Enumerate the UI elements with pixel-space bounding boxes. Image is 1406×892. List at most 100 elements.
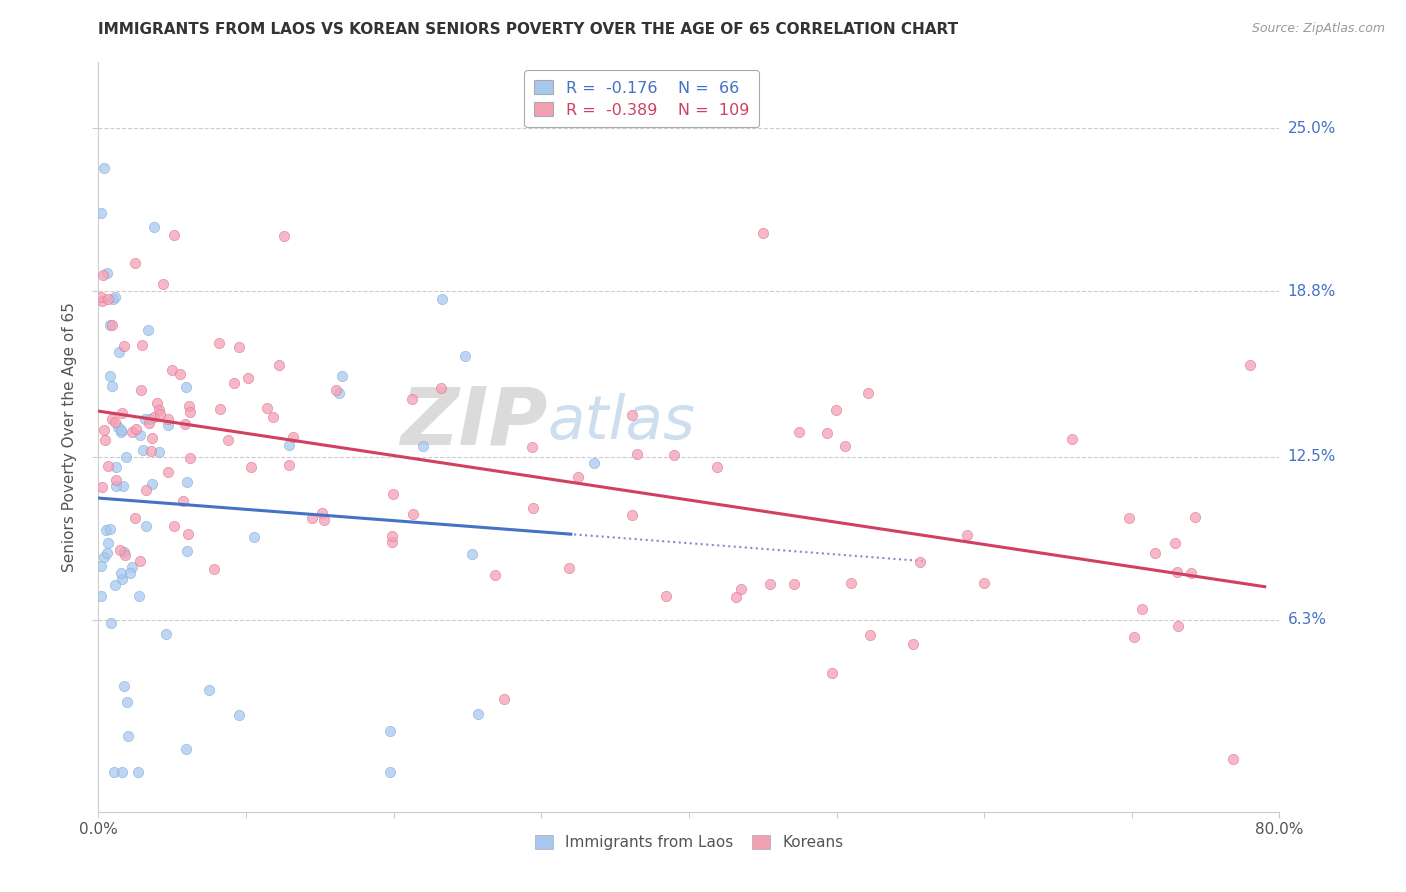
Point [815, 426, 838, 441]
Point [256, 401, 278, 415]
Point [1166, 566, 1188, 580]
Point [402, 507, 425, 521]
Point [104, 460, 127, 475]
Point [706, 460, 728, 475]
Point [1118, 511, 1140, 525]
Point [112, 679, 135, 693]
Point [724, 590, 747, 604]
Point [277, 437, 299, 451]
Point [236, 371, 259, 385]
Point [108, 344, 131, 359]
Point [859, 627, 882, 641]
Point [90, 290, 112, 304]
Point [169, 368, 191, 382]
Point [138, 411, 160, 425]
Point [156, 417, 179, 432]
Point [1184, 510, 1206, 524]
Point [94, 524, 117, 538]
Point [121, 425, 143, 440]
Point [460, 547, 482, 561]
Point [107, 419, 129, 434]
Point [90, 294, 112, 309]
Point [177, 399, 200, 413]
Point [467, 707, 489, 722]
Point [328, 385, 350, 400]
Y-axis label: Seniors Poverty Over the Age of 65: Seniors Poverty Over the Age of 65 [62, 302, 77, 572]
Point [101, 318, 124, 333]
Point [484, 568, 506, 582]
Point [1167, 619, 1189, 633]
Point [90, 559, 112, 574]
Point [522, 440, 544, 454]
Point [834, 439, 856, 453]
Point [179, 451, 201, 466]
Point [112, 479, 135, 493]
Point [380, 765, 402, 780]
Point [208, 402, 231, 417]
Point [90, 206, 112, 220]
Point [97, 292, 120, 306]
Point [93, 423, 115, 437]
Point [132, 443, 155, 458]
Point [110, 425, 132, 439]
Text: 6.3%: 6.3% [1288, 612, 1327, 627]
Point [104, 415, 127, 429]
Point [112, 339, 135, 353]
Point [96, 546, 118, 560]
Point [198, 682, 221, 697]
Point [110, 566, 132, 580]
Point [626, 447, 648, 461]
Point [91, 268, 114, 282]
Point [956, 528, 979, 542]
Point [567, 469, 589, 483]
Point [94, 433, 117, 447]
Point [380, 529, 402, 543]
Point [759, 576, 782, 591]
Point [973, 576, 995, 591]
Point [1144, 546, 1167, 560]
Point [141, 431, 163, 445]
Point [1239, 358, 1261, 372]
Point [330, 368, 353, 383]
Point [378, 723, 401, 738]
Point [1062, 433, 1084, 447]
Point [93, 549, 115, 564]
Point [1130, 601, 1153, 615]
Point [278, 458, 301, 473]
Point [176, 544, 198, 558]
Point [1164, 536, 1187, 550]
Point [124, 511, 146, 525]
Point [148, 445, 170, 459]
Point [267, 358, 290, 372]
Point [98, 369, 121, 384]
Point [105, 473, 128, 487]
Point [228, 340, 250, 354]
Point [382, 486, 405, 500]
Point [155, 627, 177, 641]
Point [202, 562, 225, 576]
Point [127, 765, 149, 780]
Point [134, 411, 156, 425]
Point [412, 440, 434, 454]
Point [172, 494, 194, 508]
Point [101, 412, 124, 426]
Point [162, 362, 184, 376]
Point [143, 220, 166, 235]
Point [620, 508, 643, 523]
Point [174, 417, 197, 431]
Point [148, 402, 170, 417]
Point [432, 293, 454, 307]
Point [908, 555, 931, 569]
Point [752, 227, 775, 241]
Text: 18.8%: 18.8% [1288, 284, 1336, 299]
Point [112, 544, 135, 558]
Point [142, 409, 165, 424]
Point [128, 589, 150, 603]
Point [111, 765, 134, 780]
Point [103, 765, 125, 780]
Point [111, 572, 134, 586]
Point [163, 518, 186, 533]
Point [176, 475, 198, 489]
Point [783, 577, 806, 591]
Point [430, 381, 453, 395]
